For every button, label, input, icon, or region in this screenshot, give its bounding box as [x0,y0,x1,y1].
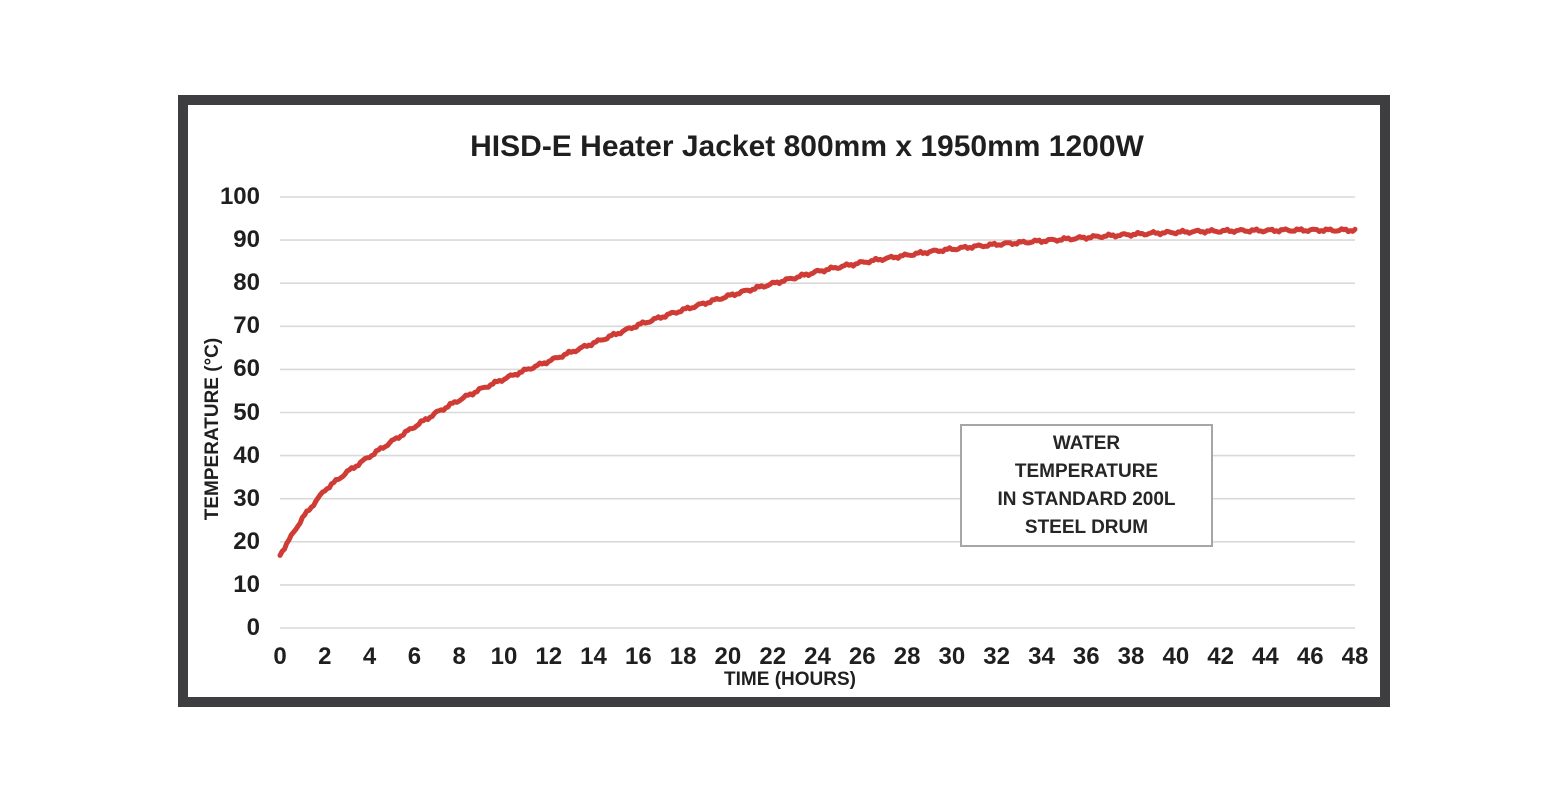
y-tick-label: 70 [233,312,260,340]
x-tick-label: 30 [938,643,966,670]
y-tick-label: 10 [233,570,260,598]
y-tick-label: 0 [246,614,260,641]
x-tick-label: 38 [1117,643,1145,670]
x-tick-label: 32 [983,643,1010,670]
x-tick-label: 16 [624,643,652,670]
annotation-line: STEEL DRUM [1024,516,1149,538]
x-tick-label: 46 [1296,643,1324,670]
chart-title: HISD-E Heater Jacket 800mm x 1950mm 1200… [470,130,1144,163]
y-tick-label: 60 [233,355,260,383]
x-tick-label: 14 [580,643,607,670]
x-tick-label: 24 [804,643,831,670]
annotation-line: IN STANDARD 200L [997,488,1176,510]
x-tick-label: 18 [669,643,697,670]
x-tick-label: 26 [848,643,876,670]
temperature-curve [277,226,1358,558]
y-tick-label: 50 [233,398,260,426]
x-tick-label: 40 [1162,643,1190,670]
x-tick-label: 12 [535,643,563,670]
x-tick-label: 2 [318,643,332,670]
y-tick-label: 40 [233,441,260,469]
x-tick-label: 6 [407,643,422,670]
y-tick-label: 30 [233,484,260,512]
x-tick-label: 44 [1252,643,1279,670]
x-tick-label: 48 [1341,643,1369,670]
x-tick-label: 22 [759,643,787,670]
x-tick-label: 10 [490,643,518,670]
x-tick-label: 20 [714,643,742,670]
x-tick-label: 34 [1028,643,1055,670]
x-tick-label: 8 [452,643,466,670]
annotation-line: TEMPERATURE [1014,460,1159,482]
x-tick-label: 0 [273,643,287,670]
annotation-box: WATER TEMPERATURE IN STANDARD 200L STEEL… [960,424,1213,547]
y-tick-label: 20 [233,527,260,555]
x-tick-label: 4 [362,643,377,670]
x-tick-label: 36 [1072,643,1100,670]
annotation-line: WATER [1052,432,1121,454]
x-axis-title: TIME (HOURS) [724,669,856,690]
y-tick-label: 100 [219,183,260,210]
y-tick-label: 90 [233,226,260,254]
x-tick-label: 28 [893,643,921,670]
x-tick-label: 42 [1207,643,1234,670]
y-tick-label: 80 [233,269,260,297]
plot-area [277,196,1358,629]
